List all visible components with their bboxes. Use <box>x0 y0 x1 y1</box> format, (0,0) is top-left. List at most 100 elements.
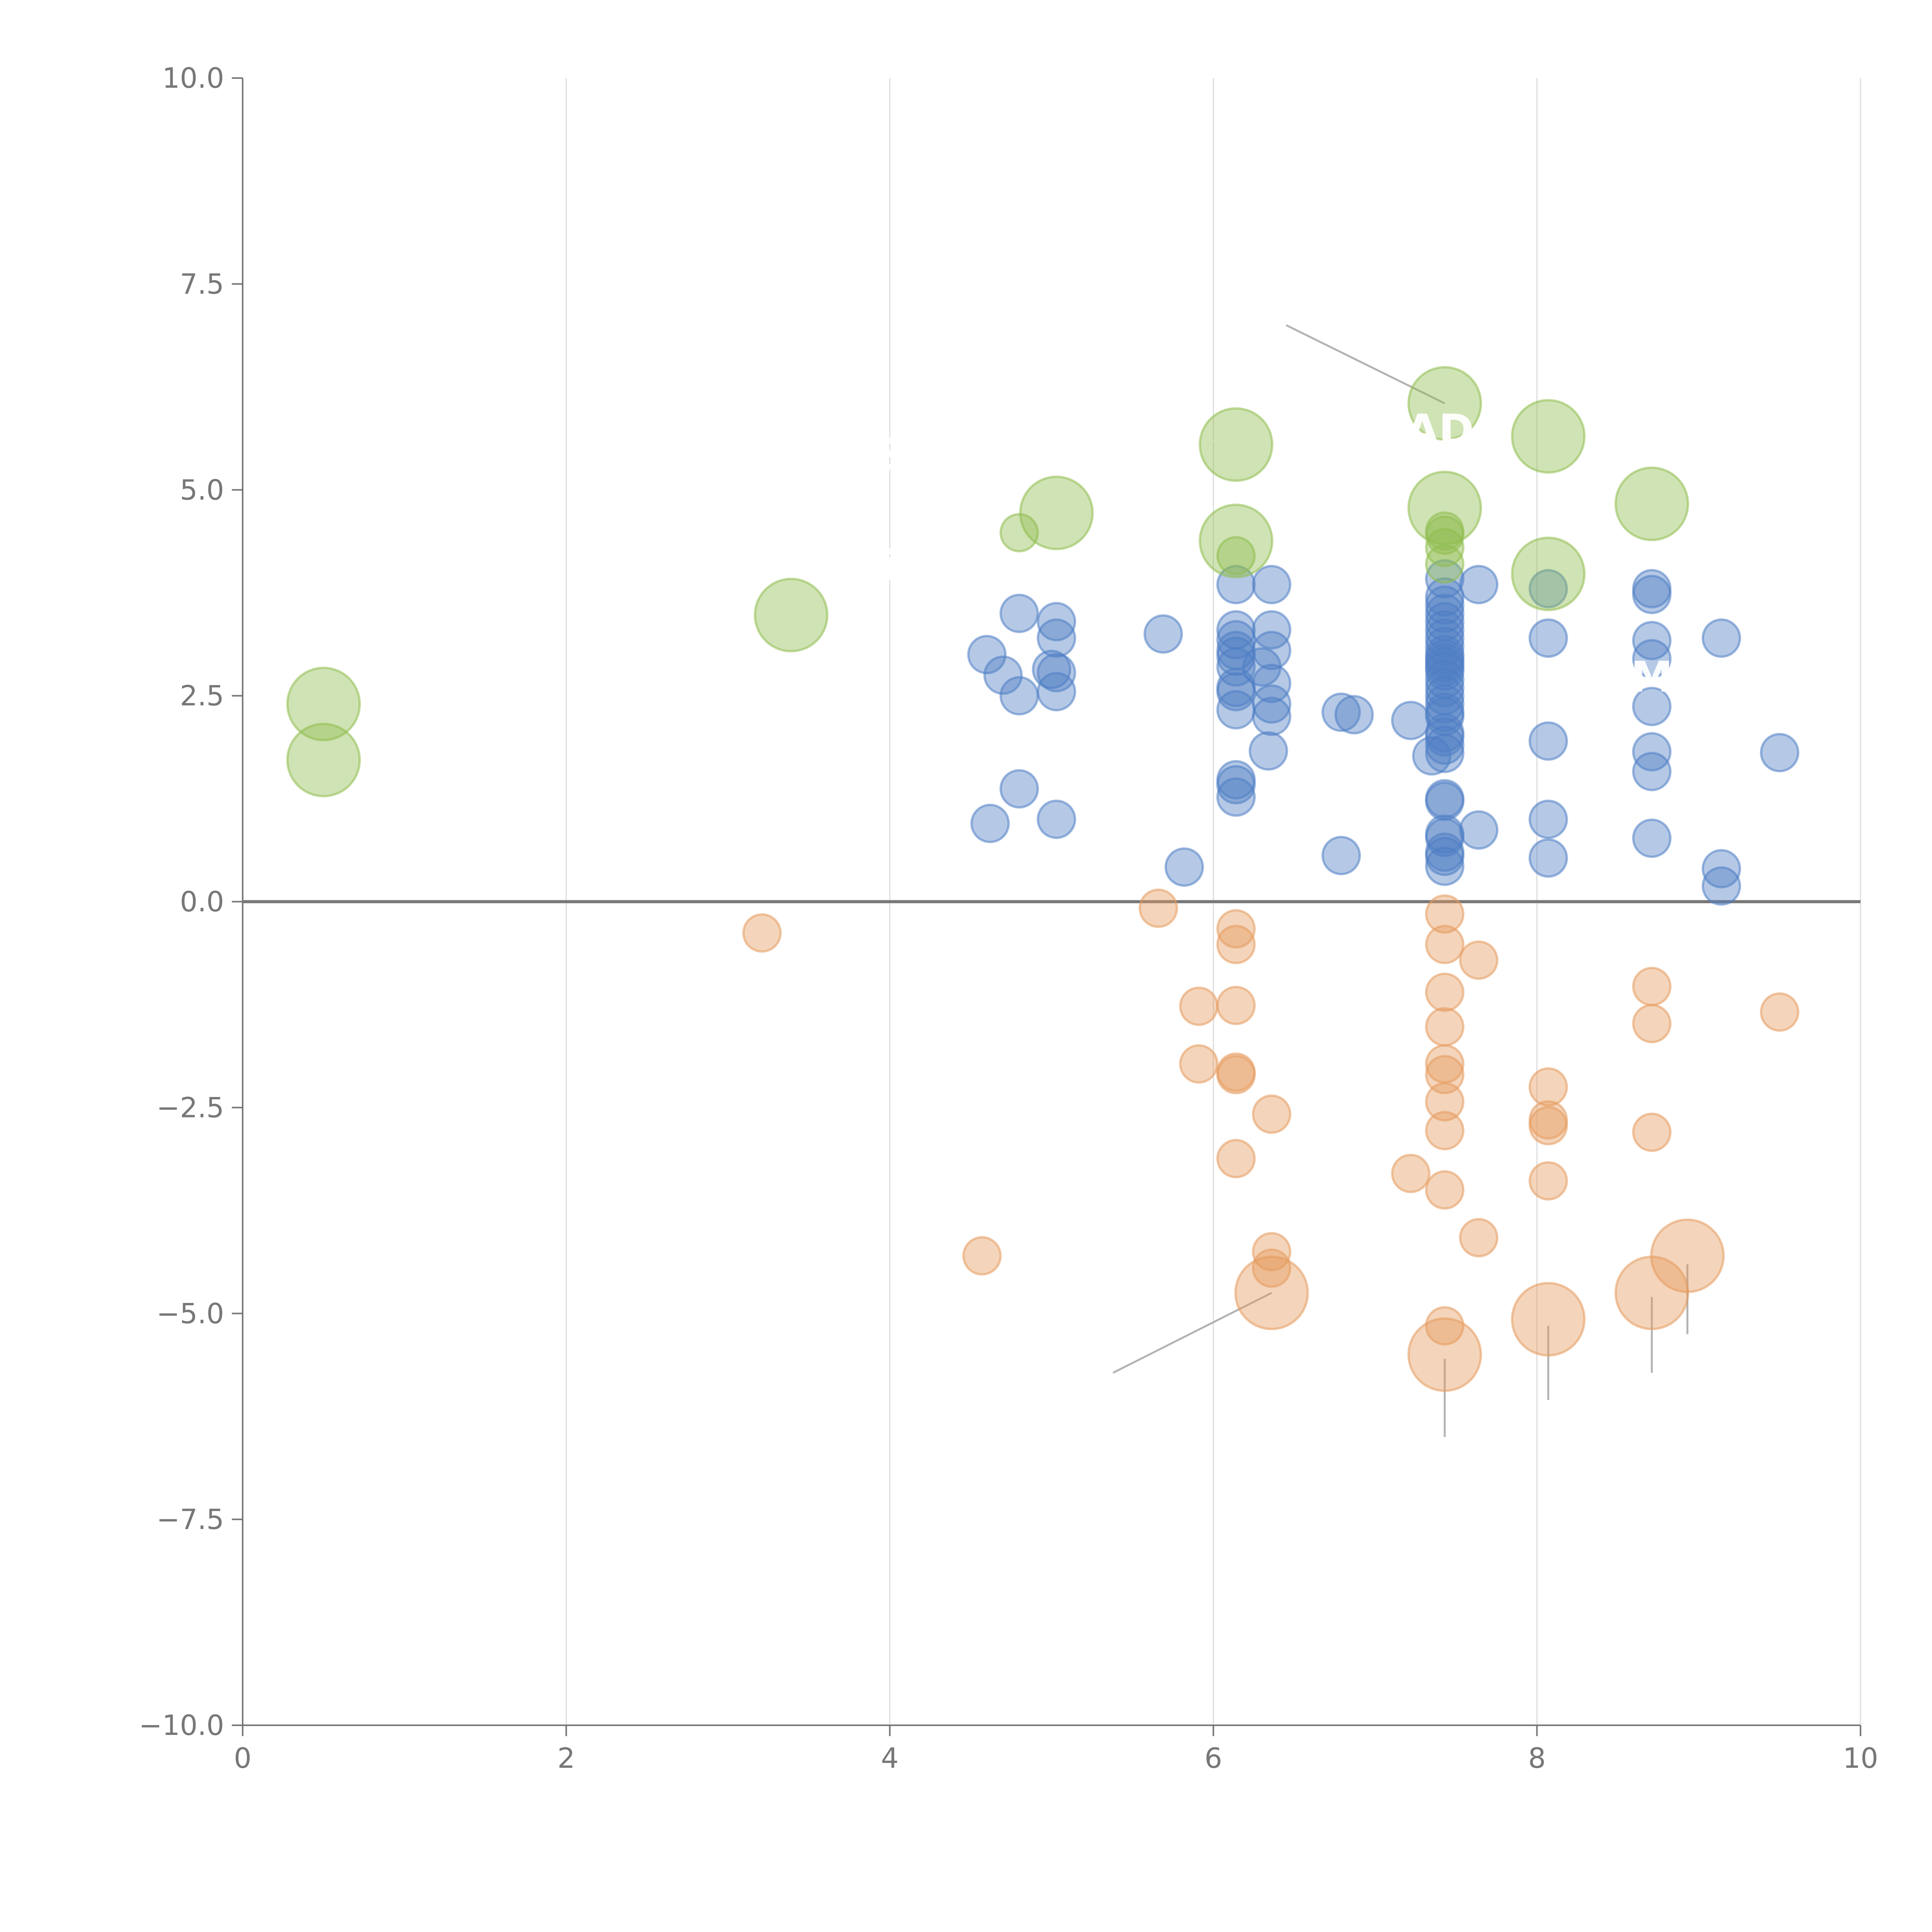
y-tick-label: −2.5 <box>156 1091 224 1124</box>
leader-line-11 <box>1431 491 1446 509</box>
highlight_positive-point-3 <box>1425 515 1464 555</box>
positive-point-74 <box>1528 799 1568 839</box>
x-tick-label: 6 <box>1204 1742 1222 1774</box>
leader-line-13 <box>1553 573 1573 586</box>
positive-point-34 <box>1321 692 1361 732</box>
positive-point-70 <box>1459 810 1498 850</box>
y-tick-label: 0.0 <box>180 886 224 918</box>
positive-point-5 <box>970 804 1010 844</box>
y-tick-label: 10.0 <box>162 62 224 94</box>
leader-line-14 <box>1651 633 1683 656</box>
big_negative-point-1 <box>1407 1317 1482 1392</box>
positive-point-7 <box>1037 618 1077 658</box>
negative-point-12 <box>1252 1232 1291 1272</box>
big_positive-point-6 <box>1407 366 1482 441</box>
y-tick-label: 7.5 <box>180 268 224 300</box>
x-tick-label: 8 <box>1528 1742 1546 1774</box>
positive-point-55 <box>1425 684 1464 724</box>
negative-point-33 <box>1632 1112 1672 1152</box>
negative-point-23 <box>1425 1170 1464 1210</box>
label-layer: AD M Si <box>874 405 1673 702</box>
positive-point-4 <box>999 769 1039 809</box>
positive-point-35 <box>1334 695 1374 735</box>
negative-point-6 <box>1216 925 1256 964</box>
negative-point-18 <box>1425 1007 1464 1047</box>
big_negative-point-2 <box>1511 1282 1586 1357</box>
chart-annotation-label: AD <box>1406 405 1474 455</box>
leader-line-9 <box>1205 438 1230 446</box>
positive-point-11 <box>1037 799 1077 839</box>
big_positive-point-9 <box>1511 536 1586 611</box>
leader-line-6 <box>332 756 359 761</box>
negative-point-32 <box>1632 1003 1672 1043</box>
axis-layer: 10.0 7.5 5.0 2.5 0.0 −2.5 −5.0 −7.5 −10.0 0 2 4 6 8 10 <box>139 62 1878 1774</box>
highlight_positive-point-4 <box>1425 527 1464 567</box>
chart-annotation-label: S <box>874 430 905 479</box>
x-tick-label: 0 <box>234 1742 252 1774</box>
leader-line-12 <box>1553 427 1586 437</box>
highlight_positive-point-1 <box>1216 536 1256 576</box>
positive-point-30 <box>1252 663 1291 703</box>
big_negative-point-0 <box>1234 1255 1309 1330</box>
positive-point-86 <box>1701 866 1741 906</box>
negative-point-20 <box>1425 1055 1464 1095</box>
positive-point-79 <box>1632 639 1672 679</box>
negative-point-5 <box>1216 909 1256 949</box>
negative-point-7 <box>1216 986 1256 1026</box>
positive-point-3 <box>999 676 1039 716</box>
positive-point-2 <box>999 594 1039 633</box>
positive-point-33 <box>1248 731 1288 771</box>
positive-point-71 <box>1528 569 1568 609</box>
positive-point-37 <box>1391 701 1431 740</box>
y-tick-label: 5.0 <box>180 474 224 506</box>
positive-point-61 <box>1425 733 1464 773</box>
big_positive-point-8 <box>1511 399 1586 474</box>
y-tick-label: 2.5 <box>180 680 224 712</box>
big_positive-point-0 <box>286 667 361 742</box>
positive-point-27 <box>1252 610 1291 650</box>
positive-point-10 <box>1037 672 1077 711</box>
negative-point-3 <box>1179 986 1219 1026</box>
bubble-layer <box>286 366 1799 1392</box>
positive-point-83 <box>1632 818 1672 858</box>
positive-point-32 <box>1252 696 1291 736</box>
negative-point-24 <box>1425 1306 1464 1346</box>
negative-point-22 <box>1425 1111 1464 1151</box>
negative-point-17 <box>1425 972 1464 1012</box>
positive-point-69 <box>1459 565 1498 604</box>
negative-point-29 <box>1528 1106 1568 1146</box>
positive-point-80 <box>1632 687 1672 726</box>
positive-point-67 <box>1425 837 1464 876</box>
positive-point-36 <box>1321 836 1361 876</box>
negative-point-30 <box>1528 1161 1568 1201</box>
negative-point-0 <box>742 913 782 953</box>
positive-point-77 <box>1632 575 1672 614</box>
negative-point-1 <box>962 1236 1002 1276</box>
positive-point-12 <box>1143 614 1183 654</box>
negative-point-27 <box>1528 1067 1568 1107</box>
positive-point-85 <box>1701 849 1741 889</box>
positive-point-59 <box>1425 717 1464 757</box>
positive-point-84 <box>1701 618 1741 658</box>
positive-point-63 <box>1425 781 1464 821</box>
positive-point-0 <box>967 635 1007 675</box>
positive-point-68 <box>1425 846 1464 886</box>
negative-point-34 <box>1760 992 1799 1032</box>
x-tick-label: 10 <box>1843 1742 1878 1774</box>
y-tick-label: −5.0 <box>156 1297 224 1330</box>
positive-point-87 <box>1760 733 1799 772</box>
negative-point-11 <box>1252 1094 1291 1134</box>
y-tick-label: −7.5 <box>156 1503 224 1536</box>
negative-point-14 <box>1391 1153 1431 1193</box>
big_negative-point-4 <box>1650 1218 1725 1293</box>
positive-point-13 <box>1164 847 1204 887</box>
leader-line-0 <box>1286 324 1446 405</box>
positive-point-22 <box>1216 690 1256 730</box>
positive-point-81 <box>1632 732 1672 772</box>
highlight_positive-point-5 <box>1425 544 1464 584</box>
negative-point-26 <box>1459 1218 1498 1258</box>
big_positive-point-7 <box>1407 471 1482 546</box>
negative-point-2 <box>1138 888 1178 928</box>
